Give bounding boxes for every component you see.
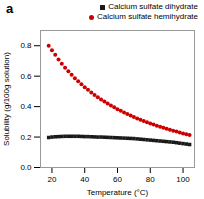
html-text:Calcium sulfate hemihydrate: Calcium sulfate hemihydrate bbox=[97, 12, 198, 21]
html-text:a: a bbox=[6, 1, 14, 16]
svg-text:0.6: 0.6 bbox=[20, 72, 32, 81]
svg-text:0.8: 0.8 bbox=[20, 41, 32, 50]
svg-text:40: 40 bbox=[80, 175, 89, 184]
svg-text:20: 20 bbox=[48, 175, 57, 184]
svg-text:0.0: 0.0 bbox=[20, 163, 32, 172]
html-text:Calcium sulfate dihydrate: Calcium sulfate dihydrate bbox=[108, 2, 198, 11]
svg-text:Solubility (g/100g solution): Solubility (g/100g solution) bbox=[2, 52, 11, 146]
svg-text:80: 80 bbox=[146, 175, 155, 184]
svg-text:100: 100 bbox=[176, 175, 190, 184]
svg-text:Temperature (°C): Temperature (°C) bbox=[87, 188, 149, 197]
svg-text:0.4: 0.4 bbox=[20, 102, 32, 111]
svg-text:0.2: 0.2 bbox=[20, 133, 32, 142]
svg-text:60: 60 bbox=[113, 175, 122, 184]
